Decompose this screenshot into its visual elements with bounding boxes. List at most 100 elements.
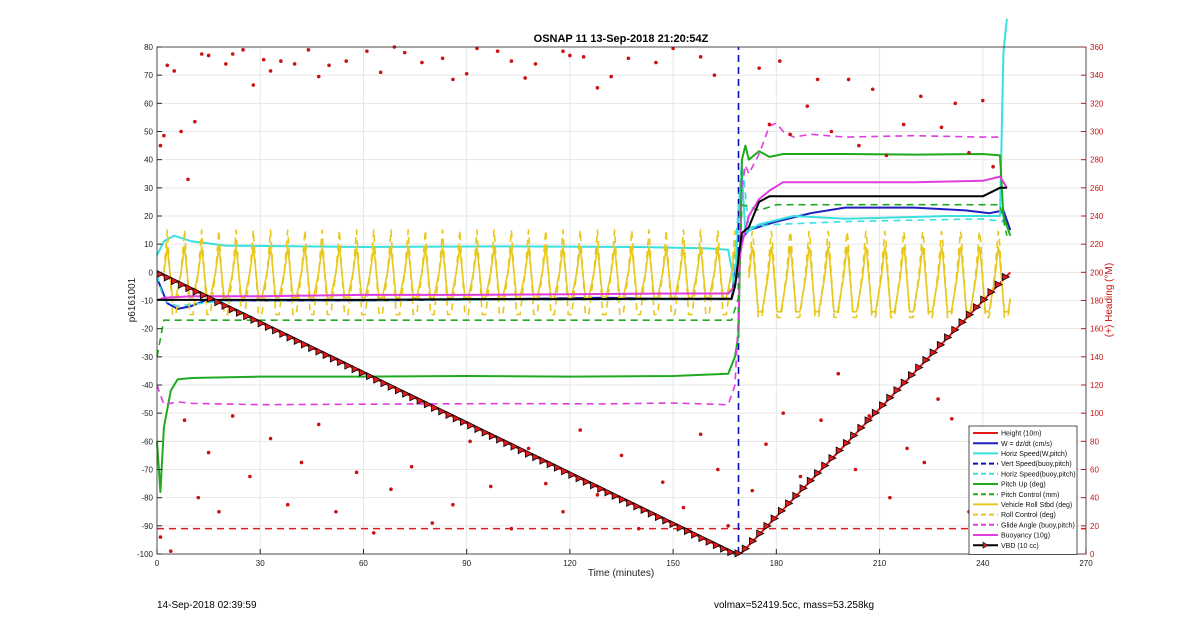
height-marker	[814, 469, 823, 478]
height-marker	[626, 498, 635, 508]
height-marker	[315, 347, 324, 356]
y2-tick-label: 80	[1090, 437, 1099, 446]
heading-point	[306, 48, 311, 52]
height-marker	[423, 400, 433, 409]
y-tick-label: 20	[144, 212, 153, 221]
legend-label: Vehicle Roll Stbd (deg)	[1001, 502, 1072, 509]
heading-point	[757, 66, 761, 70]
height-marker	[987, 287, 996, 297]
heading-point	[671, 46, 675, 51]
y-tick-label: 60	[144, 99, 153, 108]
height-marker	[452, 414, 462, 423]
y2-tick-label: 0	[1090, 550, 1095, 559]
heading-point	[268, 69, 273, 73]
height-marker	[618, 495, 628, 504]
y-tick-label: -80	[141, 494, 153, 503]
y-tick-label: -30	[141, 353, 153, 362]
heading-point	[716, 467, 720, 472]
heading-point	[798, 474, 803, 479]
height-marker	[546, 459, 556, 469]
height-marker	[170, 276, 180, 286]
height-marker	[467, 421, 476, 430]
height-marker	[264, 322, 274, 331]
heading-point	[279, 59, 283, 63]
heading-point	[967, 150, 971, 155]
heading-point	[371, 531, 376, 535]
heading-point	[867, 414, 872, 418]
heading-point	[660, 480, 665, 484]
chart-title: OSNAP 11 13-Sep-2018 21:20:54Z	[534, 33, 709, 45]
heading-point	[805, 104, 810, 108]
heading-point	[950, 417, 954, 421]
y2-tick-label: 40	[1090, 494, 1099, 503]
y-tick-label: 0	[149, 268, 154, 277]
heading-point	[196, 495, 201, 500]
height-marker	[756, 529, 765, 538]
height-marker	[344, 361, 353, 370]
height-marker	[525, 449, 534, 458]
heading-point	[475, 46, 479, 51]
heading-point	[654, 60, 658, 65]
series-line-4	[156, 158, 1004, 307]
height-marker	[474, 424, 483, 434]
height-marker	[445, 410, 454, 419]
x-axis-label: Time (minutes)	[588, 568, 654, 579]
height-marker	[604, 488, 613, 497]
height-marker	[951, 325, 960, 334]
y2-tick-label: 100	[1090, 409, 1104, 418]
height-marker	[199, 290, 209, 300]
axes: 0 30 60 90 120 150 180 210 240 270-100-90-80-70-6…	[137, 43, 1104, 568]
heading-point	[354, 470, 359, 475]
y2-tick-label: 300	[1090, 128, 1104, 137]
y2-tick-label: 120	[1090, 381, 1104, 390]
height-marker	[994, 280, 1004, 289]
height-marker	[539, 456, 548, 465]
height-marker	[575, 474, 584, 483]
height-marker	[785, 499, 794, 508]
heading-point	[561, 49, 565, 54]
height-marker	[503, 438, 512, 448]
y-tick-label: -70	[141, 466, 153, 475]
legend-label: Buoyancy (10g)	[1001, 533, 1050, 540]
height-marker	[900, 378, 910, 387]
height-marker	[936, 340, 946, 350]
heading-point	[251, 83, 256, 87]
heading-point	[698, 55, 703, 59]
height-marker	[286, 333, 295, 342]
height-marker	[394, 386, 404, 395]
heading-point	[402, 50, 407, 55]
heading-point	[451, 502, 455, 507]
heading-point	[815, 77, 820, 82]
series-group	[156, 18, 1086, 558]
heading-point	[224, 62, 228, 66]
height-marker	[597, 484, 606, 493]
height-marker	[647, 509, 657, 518]
heading-point	[365, 49, 369, 54]
heading-point	[853, 467, 858, 472]
heading-point	[953, 101, 958, 106]
height-marker	[893, 386, 902, 395]
y-tick-label: 80	[144, 43, 153, 52]
heading-point	[636, 526, 641, 531]
height-marker	[734, 549, 743, 558]
legend: Height (10m) W = dz/dt (cm/s) Horiz Speed(…	[968, 425, 1078, 555]
x-tick-label: 180	[770, 559, 784, 568]
heading-point	[857, 143, 861, 148]
height-marker	[907, 370, 917, 380]
height-marker	[958, 318, 967, 327]
heading-point	[533, 62, 538, 66]
height-marker	[720, 544, 729, 553]
y-tick-label: 40	[144, 156, 153, 165]
y2-tick-label: 320	[1090, 99, 1104, 108]
height-marker	[568, 470, 577, 479]
heading-point	[285, 502, 290, 507]
height-marker	[669, 519, 678, 529]
height-marker	[763, 521, 772, 531]
y-tick-label: 70	[144, 71, 153, 80]
height-marker	[358, 368, 368, 377]
heading-point	[172, 69, 177, 73]
heading-point	[936, 397, 940, 401]
height-marker	[402, 389, 411, 398]
height-marker	[257, 319, 266, 328]
height-marker	[799, 484, 808, 493]
